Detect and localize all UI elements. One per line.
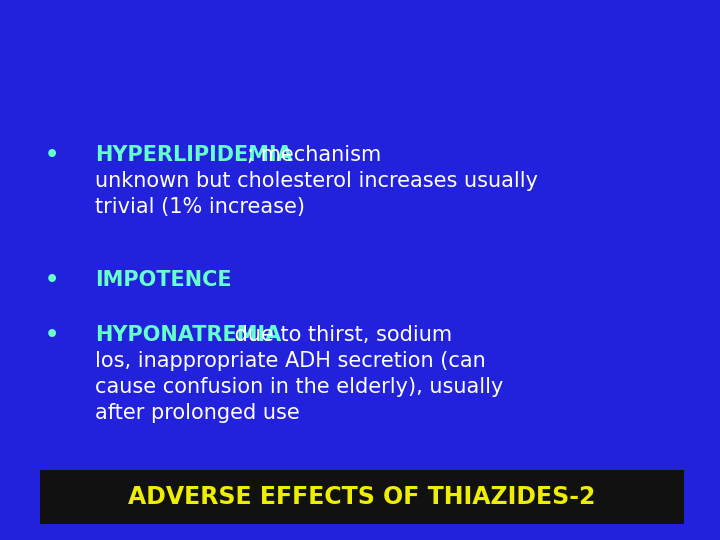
Text: •: • [45, 145, 59, 165]
Text: trivial (1% increase): trivial (1% increase) [95, 197, 305, 217]
Text: •: • [45, 270, 59, 290]
Text: HYPERLIPIDEMIA: HYPERLIPIDEMIA [95, 145, 293, 165]
Text: los, inappropriate ADH secretion (can: los, inappropriate ADH secretion (can [95, 351, 486, 371]
Text: after prolonged use: after prolonged use [95, 403, 300, 423]
Text: •: • [45, 325, 59, 345]
Text: cause confusion in the elderly), usually: cause confusion in the elderly), usually [95, 377, 503, 397]
Text: ; mechanism: ; mechanism [247, 145, 382, 165]
Text: ADVERSE EFFECTS OF THIAZIDES-2: ADVERSE EFFECTS OF THIAZIDES-2 [128, 485, 595, 509]
Text: IMPOTENCE: IMPOTENCE [95, 270, 232, 290]
Bar [40, 470, 684, 524]
Text: due to thirst, sodium: due to thirst, sodium [228, 325, 452, 345]
Text: unknown but cholesterol increases usually: unknown but cholesterol increases usuall… [95, 171, 538, 191]
Text: HYPONATREMIA: HYPONATREMIA [95, 325, 282, 345]
